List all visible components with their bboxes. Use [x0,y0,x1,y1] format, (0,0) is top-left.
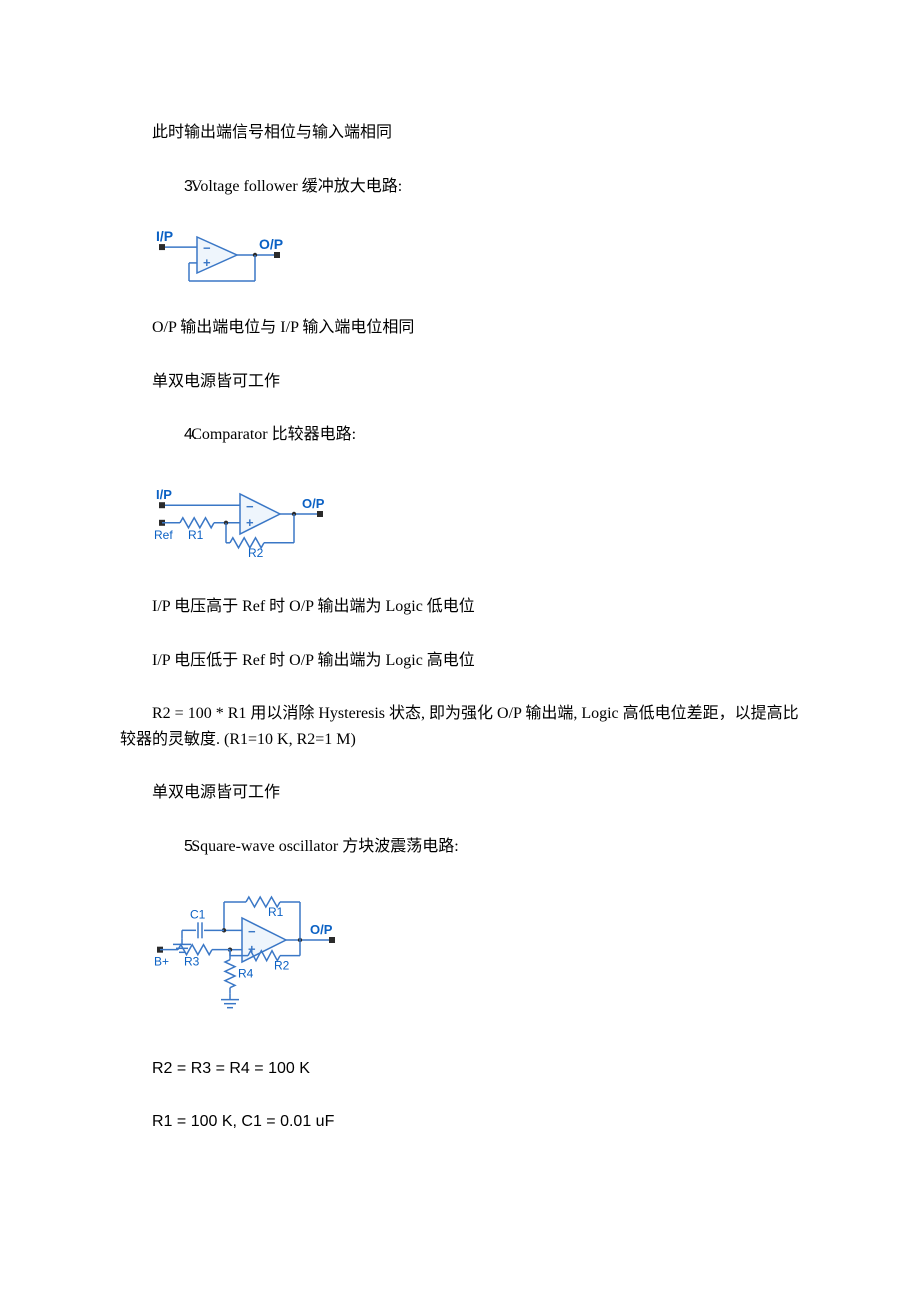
paragraph: 单双电源皆可工作 [120,780,800,806]
paragraph: R2 = 100 * R1 用以消除 Hysteresis 状态, 即为强化 O… [120,701,800,752]
diagram-square-wave-oscillator: −+O/PR1C1R2B+R3R4 [152,888,352,1028]
diagram-comparator: −+ I/P Ref R1 O/P R2 [152,476,332,566]
svg-text:I/P: I/P [156,228,173,244]
list-item-4: 4. Comparator 比较器电路: [120,422,800,448]
paragraph: R1 = 100 K, C1 = 0.01 uF [120,1109,800,1135]
diagram-voltage-follower: −+ I/P O/P [152,227,302,287]
svg-text:R2: R2 [248,546,264,560]
item-title: Comparator 比较器电路: [191,426,356,443]
list-item-5: 5. Square-wave oscillator 方块波震荡电路: [120,834,800,860]
svg-text:−: − [248,924,256,939]
item-number: 3. [152,174,187,200]
paragraph: I/P 电压低于 Ref 时 O/P 输出端为 Logic 高电位 [120,648,800,674]
paragraph: 单双电源皆可工作 [120,369,800,395]
list-item-3: 3. Voltage follower 缓冲放大电路: [120,174,800,200]
item-number: 4. [152,422,187,448]
svg-text:−: − [203,241,211,256]
paragraph: I/P 电压高于 Ref 时 O/P 输出端为 Logic 低电位 [120,594,800,620]
svg-text:R2: R2 [274,958,290,972]
svg-text:O/P: O/P [310,922,333,937]
svg-text:O/P: O/P [302,496,325,511]
item-title: Voltage follower 缓冲放大电路: [191,178,402,195]
svg-text:I/P: I/P [156,487,172,502]
item-title: Square-wave oscillator 方块波震荡电路: [191,838,459,855]
paragraph: O/P 输出端电位与 I/P 输入端电位相同 [120,315,800,341]
paragraph: R2 = R3 = R4 = 100 K [120,1056,800,1082]
text: R2 = 100 * R1 用以消除 Hysteresis 状态, 即为强化 O… [120,705,799,748]
svg-text:R3: R3 [184,954,200,968]
svg-text:+: + [203,255,211,270]
document-page: 此时输出端信号相位与输入端相同 3. Voltage follower 缓冲放大… [0,0,920,1302]
svg-text:Ref: Ref [154,528,173,542]
svg-text:R1: R1 [268,905,284,919]
item-number: 5. [152,834,187,860]
svg-text:−: − [246,499,254,514]
svg-text:R1: R1 [188,528,204,542]
svg-text:B+: B+ [154,954,169,968]
paragraph: 此时输出端信号相位与输入端相同 [120,120,800,146]
svg-text:R4: R4 [238,966,254,980]
svg-text:+: + [246,515,254,530]
svg-text:O/P: O/P [259,236,283,252]
svg-text:C1: C1 [190,907,206,921]
